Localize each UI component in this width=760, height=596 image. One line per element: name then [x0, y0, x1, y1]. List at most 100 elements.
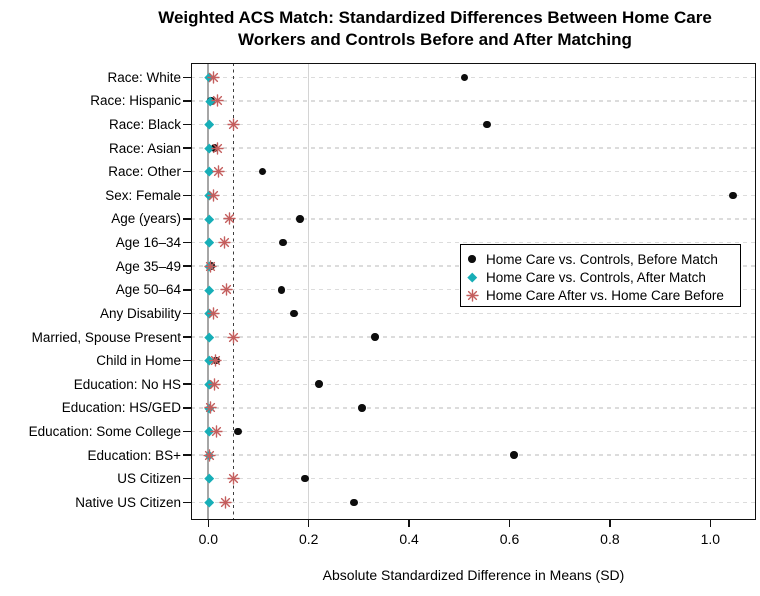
- chart-title-line-1: Weighted ACS Match: Standardized Differe…: [158, 8, 712, 27]
- data-point-after-vs-before: [207, 189, 221, 202]
- x-tick-label: 0.4: [399, 531, 419, 547]
- data-point-after-match: [204, 497, 214, 507]
- y-tick: [183, 501, 191, 504]
- y-tick: [183, 477, 191, 480]
- data-point-after-vs-before: [207, 307, 221, 320]
- data-point-before-match: [234, 427, 242, 436]
- data-point-after-vs-before: [209, 354, 223, 367]
- data-point-before-match: [371, 333, 379, 341]
- y-axis-label: Race: Asian: [108, 140, 181, 156]
- y-axis-label: Child in Home: [96, 353, 181, 369]
- legend-item-after-vs-before: Home Care After vs. Home Care Before: [461, 287, 740, 305]
- data-point-after-vs-before: [210, 425, 224, 438]
- legend: Home Care vs. Controls, Before Match Hom…: [460, 244, 741, 307]
- x-tick-label: 0.6: [499, 531, 520, 547]
- legend-item-before-match: Home Care vs. Controls, Before Match: [461, 250, 740, 268]
- reference-line: [307, 63, 310, 520]
- h-gridline: [191, 501, 756, 503]
- data-point-after-vs-before: [223, 212, 237, 226]
- data-point-after-vs-before: [227, 330, 240, 344]
- h-gridline: [191, 171, 756, 173]
- x-tick-label: 0.0: [198, 531, 219, 547]
- h-gridline: [191, 218, 756, 220]
- x-tick: [709, 520, 712, 527]
- data-point-after-match: [204, 237, 214, 248]
- y-axis-label: Age 16–34: [115, 235, 181, 251]
- data-point-after-vs-before: [204, 259, 217, 273]
- y-tick: [183, 430, 191, 433]
- y-tick: [183, 289, 191, 291]
- y-tick: [183, 241, 191, 244]
- data-point-before-match: [729, 191, 737, 200]
- y-tick: [183, 336, 191, 338]
- data-point-after-vs-before: [219, 496, 233, 509]
- data-point-after-vs-before: [208, 378, 221, 391]
- circle-marker-icon: [465, 252, 479, 266]
- y-tick: [183, 265, 191, 267]
- y-tick: [183, 76, 191, 79]
- data-point-after-vs-before: [227, 472, 240, 485]
- h-gridline: [191, 383, 756, 385]
- h-gridline: [191, 430, 756, 433]
- y-tick: [183, 359, 191, 362]
- y-tick: [183, 147, 191, 149]
- legend-label: Home Care vs. Controls, Before Match: [486, 251, 718, 267]
- data-point-after-vs-before: [227, 118, 240, 131]
- asterisk-marker-icon: [465, 289, 479, 303]
- data-point-after-vs-before: [211, 141, 225, 155]
- data-point-after-vs-before: [211, 94, 225, 108]
- data-point-before-match: [279, 238, 287, 247]
- h-gridline: [191, 477, 756, 480]
- x-tick: [609, 520, 611, 527]
- data-point-after-vs-before: [207, 71, 220, 84]
- y-tick: [183, 123, 191, 126]
- y-axis-label: Race: White: [107, 69, 181, 85]
- data-point-before-match: [510, 451, 518, 459]
- data-point-before-match: [358, 404, 366, 412]
- x-axis-title: Absolute Standardized Difference in Mean…: [322, 567, 625, 583]
- y-axis-label: Native US Citizen: [75, 494, 181, 510]
- data-point-before-match: [296, 215, 304, 223]
- y-tick: [183, 454, 191, 456]
- diamond-marker-icon: [465, 270, 479, 284]
- data-point-before-match: [460, 73, 469, 82]
- data-point-after-match: [204, 214, 214, 224]
- data-point-before-match: [258, 167, 267, 176]
- x-tick: [408, 520, 410, 527]
- x-tick: [207, 520, 210, 527]
- h-gridline: [191, 76, 756, 78]
- y-tick: [183, 218, 191, 220]
- y-axis-label: US Citizen: [117, 471, 181, 487]
- y-tick: [183, 407, 191, 409]
- x-tick-label: 0.2: [298, 531, 319, 547]
- y-axis-label: Race: Black: [108, 117, 181, 133]
- y-axis-label: Education: HS/GED: [61, 400, 181, 416]
- h-gridline: [191, 454, 756, 456]
- data-point-after-match: [204, 332, 214, 342]
- y-axis-label: Race: Hispanic: [90, 93, 181, 109]
- data-point-after-vs-before: [204, 401, 217, 415]
- y-tick: [183, 170, 191, 173]
- data-point-after-match: [204, 119, 214, 130]
- y-axis-label: Education: BS+: [87, 447, 181, 463]
- h-gridline: [191, 123, 756, 126]
- y-axis-label: Age 35–49: [115, 258, 181, 274]
- y-tick: [183, 383, 191, 385]
- h-gridline: [191, 336, 756, 338]
- legend-item-after-match: Home Care vs. Controls, After Match: [461, 268, 740, 286]
- y-axis-label: Education: Some College: [28, 423, 181, 439]
- h-gridline: [191, 359, 756, 362]
- data-point-after-vs-before: [220, 283, 234, 296]
- data-point-after-match: [204, 285, 214, 295]
- data-point-before-match: [277, 286, 286, 294]
- x-tick: [307, 520, 310, 527]
- h-gridline: [191, 147, 756, 149]
- chart-title-line-2: Workers and Controls Before and After Ma…: [238, 29, 632, 49]
- h-gridline: [191, 100, 756, 102]
- data-point-before-match: [483, 120, 491, 129]
- data-point-before-match: [350, 498, 358, 507]
- y-axis-label: Age (years): [111, 211, 181, 227]
- y-axis-label: Race: Other: [108, 164, 181, 180]
- data-point-before-match: [290, 309, 298, 318]
